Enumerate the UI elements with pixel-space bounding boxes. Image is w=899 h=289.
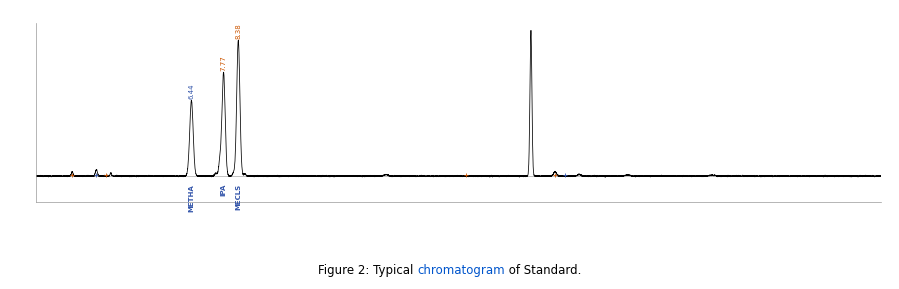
- Text: 8.38: 8.38: [236, 23, 241, 39]
- Text: Figure 2: Typical: Figure 2: Typical: [318, 264, 417, 277]
- Text: 6.44: 6.44: [189, 83, 194, 99]
- Text: of Standard.: of Standard.: [504, 264, 581, 277]
- Text: IPA: IPA: [220, 184, 227, 197]
- Text: chromatogram: chromatogram: [417, 264, 504, 277]
- Text: MECLS: MECLS: [236, 184, 241, 210]
- Text: 7.77: 7.77: [220, 55, 227, 71]
- Text: METHA: METHA: [189, 184, 194, 212]
